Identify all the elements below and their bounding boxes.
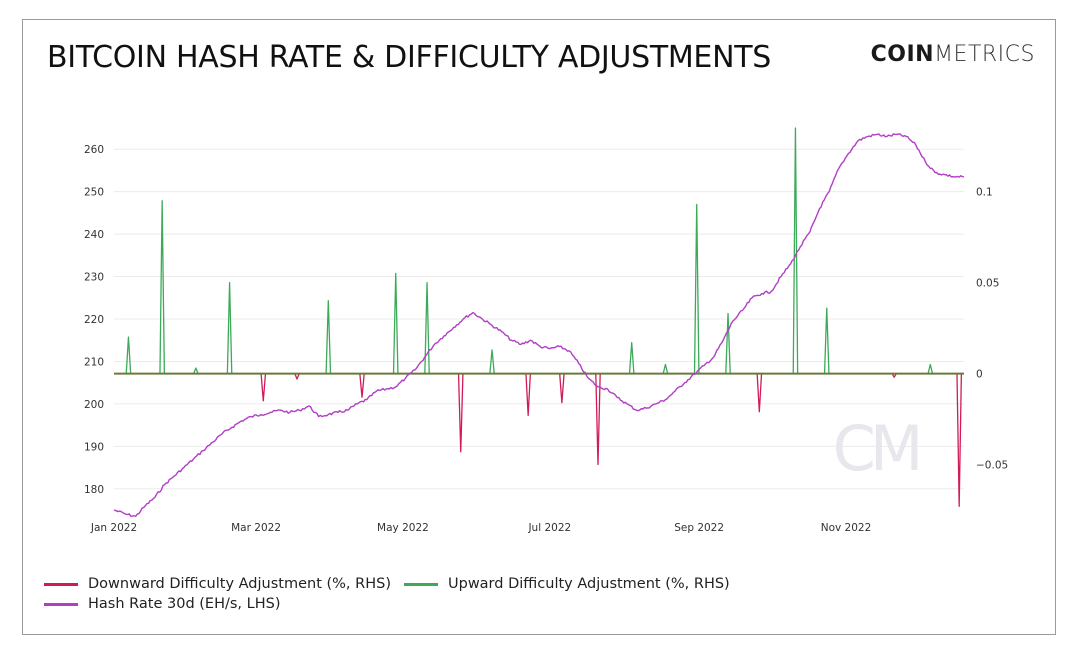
legend-swatch-hash xyxy=(44,602,78,606)
legend-label-hash: Hash Rate 30d (EH/s, LHS) xyxy=(88,596,281,612)
chart-title: BITCOIN HASH RATE & DIFFICULTY ADJUSTMEN… xyxy=(47,40,771,75)
y-right-tick-0.05: 0.05 xyxy=(976,278,999,290)
y-right-tick-−0.05: −0.05 xyxy=(976,460,1008,472)
downward-spike-0 xyxy=(260,373,267,402)
y-left-tick-210: 210 xyxy=(84,356,104,368)
downward-spike-5 xyxy=(559,373,565,404)
legend-swatch-down xyxy=(44,582,78,586)
logo-bold-text: COIN xyxy=(870,42,935,67)
coinmetrics-logo: COINMETRICS xyxy=(871,42,1035,67)
upward-spike-13 xyxy=(823,307,830,374)
legend-swatch-up xyxy=(404,582,438,586)
y-left-tick-250: 250 xyxy=(84,187,104,199)
x-tick-mar-2022: Mar 2022 xyxy=(231,522,281,534)
upward-spike-8 xyxy=(628,342,635,374)
hash-rate-line xyxy=(113,133,965,518)
x-tick-jan-2022: Jan 2022 xyxy=(90,522,137,534)
y-left-tick-220: 220 xyxy=(84,314,104,326)
upward-spike-12 xyxy=(792,127,799,374)
downward-spike-4 xyxy=(525,373,532,417)
downward-spike-1 xyxy=(294,373,300,380)
x-tick-sep-2022: Sep 2022 xyxy=(674,522,724,534)
upward-spike-9 xyxy=(662,363,669,374)
downward-spike-7 xyxy=(756,373,763,413)
downward-spike-3 xyxy=(457,373,464,453)
y-left-tick-180: 180 xyxy=(84,484,104,496)
legend-label-up: Upward Difficulty Adjustment (%, RHS) xyxy=(448,576,730,592)
legend-item-hash[interactable]: Hash Rate 30d (EH/s, LHS) xyxy=(44,596,281,612)
chart-frame: BITCOIN HASH RATE & DIFFICULTY ADJUSTMEN… xyxy=(22,19,1056,635)
y-right-tick-0.1: 0.1 xyxy=(976,187,993,199)
y-left-tick-240: 240 xyxy=(84,229,104,241)
y-left-tick-230: 230 xyxy=(84,272,104,284)
logo-light-text: METRICS xyxy=(934,42,1035,67)
x-tick-may-2022: May 2022 xyxy=(377,522,429,534)
upward-spike-0 xyxy=(125,336,132,374)
legend-label-down: Downward Difficulty Adjustment (%, RHS) xyxy=(88,576,391,592)
y-left-tick-260: 260 xyxy=(84,144,104,156)
cm-watermark: CM xyxy=(833,412,918,485)
downward-spike-8 xyxy=(891,373,897,378)
legend-item-up[interactable]: Upward Difficulty Adjustment (%, RHS) xyxy=(404,576,730,592)
downward-spike-6 xyxy=(595,373,601,466)
upward-spike-4 xyxy=(325,300,332,374)
x-tick-jul-2022: Jul 2022 xyxy=(527,522,571,534)
downward-spike-2 xyxy=(359,373,365,398)
legend-item-down[interactable]: Downward Difficulty Adjustment (%, RHS) xyxy=(44,576,391,592)
upward-spike-7 xyxy=(489,349,495,374)
upward-spike-6 xyxy=(424,281,430,374)
downward-spike-9 xyxy=(956,373,963,508)
upward-spike-5 xyxy=(392,272,399,374)
upward-spike-11 xyxy=(725,312,731,374)
upward-spike-2 xyxy=(193,367,199,374)
y-right-tick-0: 0 xyxy=(976,369,983,381)
upward-spike-14 xyxy=(927,363,934,374)
upward-spike-1 xyxy=(159,200,166,374)
x-tick-nov-2022: Nov 2022 xyxy=(821,522,872,534)
upward-spike-10 xyxy=(693,203,700,374)
y-left-tick-190: 190 xyxy=(84,441,104,453)
upward-spike-3 xyxy=(226,281,233,374)
y-left-tick-200: 200 xyxy=(84,399,104,411)
